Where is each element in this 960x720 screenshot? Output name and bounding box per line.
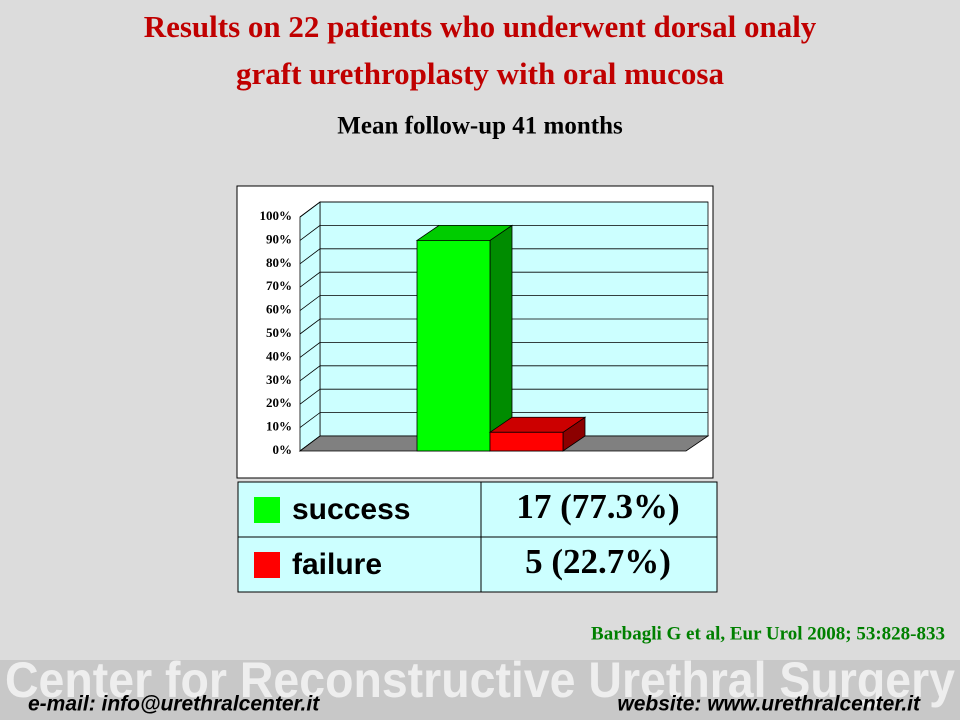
- bar-side: [489, 224, 513, 452]
- grid-line: [299, 341, 708, 358]
- grid-line: [299, 295, 708, 311]
- legend-label: success: [292, 493, 410, 526]
- grid-line: [299, 224, 708, 241]
- grid-line: [299, 412, 708, 428]
- legend-swatch: [254, 552, 280, 578]
- citation: Barbagli G et al, Eur Urol 2008; 53:828-…: [591, 623, 945, 644]
- result-cell: 17 (77.3%): [516, 487, 679, 526]
- y-tick-label: 90%: [266, 231, 292, 246]
- subtitle: Mean follow-up 41 months: [337, 113, 623, 140]
- title-line: graft urethroplasty with oral mucosa: [236, 56, 724, 91]
- y-tick-label: 60%: [266, 302, 292, 317]
- legend-table: success 17 (77.3%) failure 5 (22.7%): [237, 481, 718, 593]
- y-tick-label: 50%: [266, 325, 292, 340]
- legend-label: failure: [292, 548, 382, 581]
- footer-website: website: www.urethralcenter.it: [617, 693, 921, 716]
- bars: [415, 224, 587, 452]
- y-tick-label: 10%: [266, 419, 292, 434]
- y-tick-label: 80%: [266, 255, 292, 270]
- footer-email: e-mail: info@urethralcenter.it: [28, 693, 320, 716]
- grid-line: [299, 248, 708, 265]
- footer-banner: Center for Reconstructive Urethral Surge…: [5, 652, 955, 708]
- y-tick-label: 20%: [266, 395, 292, 410]
- grid-line: [299, 365, 708, 382]
- legend-swatch: [254, 497, 280, 523]
- grid-line: [299, 388, 708, 405]
- bar: [489, 431, 564, 452]
- grid-line: [299, 271, 708, 288]
- title-line: Results on 22 patients who underwent dor…: [144, 9, 817, 44]
- grid-line: [299, 201, 708, 218]
- y-tick-label: 40%: [266, 348, 292, 363]
- result-cell: 5 (22.7%): [525, 542, 671, 581]
- y-tick-label: 0%: [273, 442, 293, 457]
- y-tick-label: 30%: [266, 372, 292, 387]
- footer-band: [0, 660, 960, 720]
- bar: [416, 239, 491, 452]
- y-tick-label: 70%: [266, 278, 292, 293]
- y-tick-label: 100%: [260, 208, 293, 223]
- grid-line: [299, 318, 708, 335]
